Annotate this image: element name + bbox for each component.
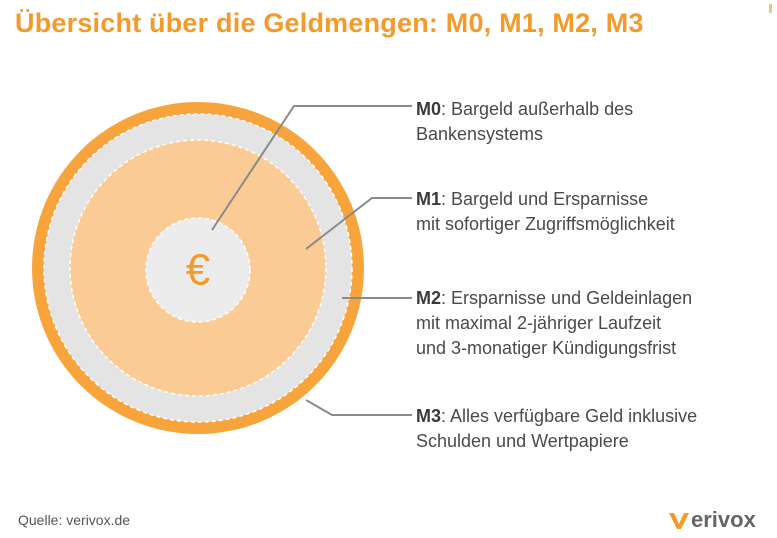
label-m2-text-3: und 3-monatiger Kündigungsfrist [416,338,677,358]
label-m1-line-1: M1: Bargeld und Ersparnisse [416,187,675,212]
label-m2: M2: Ersparnisse und Geldeinlagen mit max… [416,286,692,361]
label-m3-text-2: Schulden und Wertpapiere [416,431,629,451]
label-m1-text-2: mit sofortiger Zugriffsmöglichkeit [416,214,675,234]
center-m0-dashed-border [145,217,251,323]
page-title: Übersicht über die Geldmengen: M0, M1, M… [15,8,644,38]
leader-line-m0 [211,105,412,231]
ring-m2-dashed-border [43,113,353,423]
euro-icon: € [186,246,210,295]
verivox-v-icon [669,513,689,529]
label-m1: M1: Bargeld und Ersparnisse mit sofortig… [416,187,675,237]
label-m3-line-1: M3: Alles verfügbare Geld inklusive [416,404,697,429]
label-m3-text-1: : Alles verfügbare Geld inklusive [441,406,698,426]
label-m0-text-1: : Bargeld außerhalb des [441,99,634,119]
leader-line-m1 [305,197,412,250]
label-m3-term: M3 [416,406,442,426]
label-m2-term: M2 [416,288,442,308]
label-m2-text-1: : Ersparnisse und Geldeinlagen [441,288,693,308]
label-m0-term: M0 [416,99,442,119]
label-m2-text-2: mit maximal 2-jähriger Laufzeit [416,313,662,333]
leader-line-m3 [305,399,412,416]
verivox-logo: erivox [668,505,756,535]
label-m2-line-1: M2: Ersparnisse und Geldeinlagen [416,286,692,311]
label-m0-text-2: Bankensystems [416,124,544,144]
label-m1-term: M1 [416,189,442,209]
logo-text: erivox [691,507,756,532]
label-m1-text-1: : Bargeld und Ersparnisse [441,189,649,209]
label-m3: M3: Alles verfügbare Geld inklusive Schu… [416,404,697,454]
center-m0 [146,218,250,322]
label-m0: M0: Bargeld außerhalb des Bankensystems [416,97,633,147]
ring-m1-dashed-border [69,139,327,397]
corner-mark [769,4,772,13]
label-m0-line-1: M0: Bargeld außerhalb des [416,97,633,122]
source-note: Quelle: verivox.de [18,512,131,528]
